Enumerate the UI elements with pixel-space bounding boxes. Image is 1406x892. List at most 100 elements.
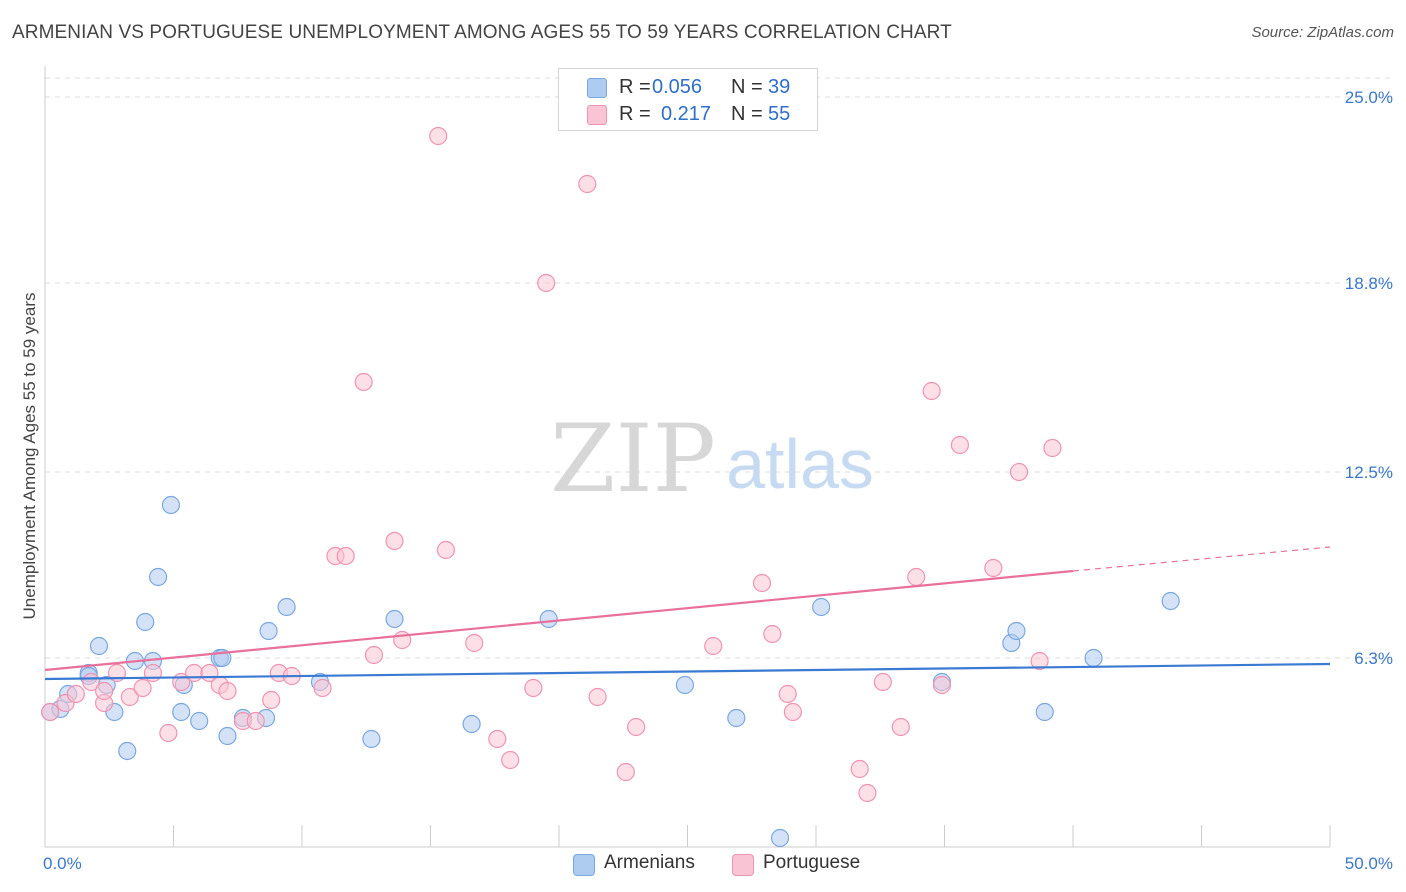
point-armenians [218, 726, 237, 746]
point-portuguese [850, 759, 869, 779]
point-armenians [136, 612, 155, 632]
correlation-legend: R = 0.056 N = 39 R = 0.217 N = 55 [558, 68, 818, 131]
point-portuguese [336, 546, 355, 566]
point-portuguese [873, 672, 892, 692]
source-label: Source: ZipAtlas.com [1251, 24, 1394, 41]
legend-swatch-armenians [587, 78, 607, 98]
legend-swatch-portuguese [732, 854, 754, 876]
y-tick-label: 18.8% [1345, 274, 1393, 293]
trend-line-portuguese [44, 569, 1074, 672]
r-key: R = [619, 103, 651, 125]
point-armenians [727, 708, 746, 728]
point-portuguese [537, 273, 556, 293]
point-armenians [118, 741, 137, 761]
point-armenians [539, 609, 558, 629]
point-portuguese [763, 624, 782, 644]
r-key: R = [619, 76, 651, 98]
trend-line-armenians [44, 662, 1331, 681]
point-armenians [1007, 621, 1026, 641]
watermark-atlas: atlas [726, 425, 874, 503]
tick-labels: 6.3% 12.5% 18.8% 25.0% 0.0% 50.0% [43, 88, 1393, 873]
r-value: 0.217 [661, 103, 712, 125]
series-legend: Armenians Portuguese [0, 852, 1406, 878]
point-portuguese [616, 762, 635, 782]
point-portuguese [429, 126, 448, 146]
point-portuguese [313, 678, 332, 698]
gridlines [45, 77, 1395, 659]
point-portuguese [704, 636, 723, 656]
point-portuguese [133, 678, 152, 698]
point-portuguese [246, 711, 265, 731]
point-portuguese [488, 729, 507, 749]
watermark: ZIP atlas [550, 405, 874, 514]
y-tick-label: 12.5% [1345, 463, 1393, 482]
trend-lines [44, 546, 1331, 681]
point-portuguese [891, 717, 910, 737]
point-armenians [812, 597, 831, 617]
point-armenians [89, 636, 109, 656]
n-key: N = [731, 103, 763, 125]
point-portuguese [1009, 462, 1029, 482]
legend-label-portuguese: Portuguese [763, 852, 861, 873]
point-portuguese [465, 633, 484, 653]
point-portuguese [858, 783, 877, 803]
point-portuguese [984, 558, 1003, 578]
point-portuguese [66, 684, 85, 704]
point-armenians [1084, 648, 1103, 668]
point-armenians [362, 729, 381, 749]
point-portuguese [41, 702, 60, 722]
chart-title: ARMENIAN VS PORTUGUESE UNEMPLOYMENT AMON… [12, 22, 952, 43]
n-value: 39 [768, 76, 791, 98]
n-key: N = [731, 76, 763, 98]
point-armenians [1161, 591, 1180, 611]
point-portuguese [436, 540, 456, 560]
point-portuguese [932, 675, 952, 695]
point-portuguese [95, 681, 114, 701]
point-portuguese [218, 681, 237, 701]
point-portuguese [184, 663, 204, 683]
n-value: 55 [768, 103, 791, 125]
r-value: 0.056 [652, 76, 703, 98]
point-portuguese [364, 645, 384, 665]
point-portuguese [262, 690, 281, 710]
point-portuguese [922, 381, 941, 401]
legend-swatch-armenians [573, 854, 595, 876]
point-portuguese [950, 435, 970, 455]
point-portuguese [354, 372, 373, 392]
point-portuguese [159, 723, 178, 743]
point-portuguese [385, 531, 404, 551]
legend-label-armenians: Armenians [604, 852, 695, 873]
point-armenians [1035, 702, 1054, 722]
point-portuguese [752, 573, 772, 593]
x-tick-label: 50.0% [1345, 854, 1393, 873]
point-armenians [161, 495, 181, 515]
series-portuguese [41, 126, 1062, 803]
point-armenians [259, 621, 278, 641]
point-armenians [770, 828, 790, 848]
point-armenians [462, 714, 481, 734]
point-armenians [385, 609, 404, 629]
point-portuguese [1030, 651, 1049, 671]
point-armenians [675, 675, 695, 695]
point-portuguese [907, 567, 926, 587]
point-portuguese [783, 702, 802, 722]
point-portuguese [578, 174, 597, 194]
point-portuguese [120, 687, 139, 707]
trend-line-portuguese-projection [1072, 546, 1331, 572]
point-portuguese [588, 687, 607, 707]
legend-swatch-portuguese [587, 105, 607, 125]
point-portuguese [524, 678, 543, 698]
point-portuguese [1043, 438, 1062, 458]
point-armenians [172, 702, 191, 722]
point-armenians [190, 711, 209, 731]
point-portuguese [626, 717, 646, 737]
x-tick-label: 0.0% [43, 854, 82, 873]
watermark-zip: ZIP [550, 405, 716, 514]
point-portuguese [778, 684, 797, 704]
point-portuguese [143, 663, 163, 683]
point-portuguese [501, 750, 520, 770]
point-armenians [148, 567, 168, 587]
y-tick-label: 6.3% [1354, 649, 1393, 668]
y-tick-label: 25.0% [1345, 88, 1393, 107]
